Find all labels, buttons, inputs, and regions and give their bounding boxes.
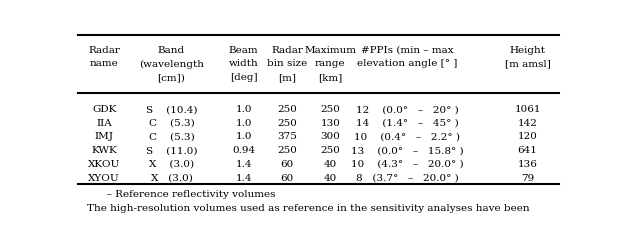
- Text: 250: 250: [277, 105, 297, 114]
- Text: 40: 40: [324, 173, 337, 182]
- Text: 120: 120: [518, 132, 538, 141]
- Text: C    (5.3): C (5.3): [148, 119, 194, 128]
- Text: 641: 641: [518, 146, 538, 155]
- Text: KWK: KWK: [91, 146, 117, 155]
- Text: 1.0: 1.0: [235, 105, 252, 114]
- Text: 130: 130: [320, 119, 340, 128]
- Text: The high-resolution volumes used as reference in the sensitivity analyses have b: The high-resolution volumes used as refe…: [87, 204, 530, 213]
- Text: – Reference reflectivity volumes: – Reference reflectivity volumes: [97, 191, 275, 200]
- Text: 60: 60: [280, 173, 294, 182]
- Text: S    (10.4): S (10.4): [146, 105, 197, 114]
- Text: [cm]): [cm]): [158, 73, 186, 82]
- Text: 136: 136: [518, 160, 538, 169]
- Text: 1.0: 1.0: [235, 119, 252, 128]
- Text: width: width: [229, 59, 258, 68]
- Text: [deg]: [deg]: [230, 73, 258, 82]
- Text: C    (5.3): C (5.3): [148, 132, 194, 141]
- Text: #PPIs (min – max: #PPIs (min – max: [361, 46, 453, 55]
- Text: 13    (0.0°   –   15.8° ): 13 (0.0° – 15.8° ): [351, 146, 464, 155]
- Text: [m amsl]: [m amsl]: [505, 59, 551, 68]
- Text: 40: 40: [324, 160, 337, 169]
- Text: [km]: [km]: [318, 73, 342, 82]
- Text: elevation angle [° ]: elevation angle [° ]: [357, 59, 458, 68]
- Text: 14    (1.4°   –   45° ): 14 (1.4° – 45° ): [356, 119, 459, 128]
- Text: 0.94: 0.94: [232, 146, 255, 155]
- Text: 250: 250: [277, 146, 297, 155]
- Text: 375: 375: [277, 132, 297, 141]
- Text: name: name: [89, 59, 119, 68]
- Text: 8   (3.7°   –   20.0° ): 8 (3.7° – 20.0° ): [356, 173, 459, 182]
- Text: Maximum: Maximum: [304, 46, 356, 55]
- Text: 142: 142: [518, 119, 538, 128]
- Text: Radar: Radar: [271, 46, 303, 55]
- Text: XKOU: XKOU: [88, 160, 120, 169]
- Text: X    (3.0): X (3.0): [149, 160, 194, 169]
- Text: 10    (0.4°   –   2.2° ): 10 (0.4° – 2.2° ): [355, 132, 460, 141]
- Text: 1.0: 1.0: [235, 132, 252, 141]
- Text: bin size: bin size: [267, 59, 307, 68]
- Text: (wavelength: (wavelength: [139, 59, 204, 68]
- Text: GDK: GDK: [92, 105, 116, 114]
- Text: XYOU: XYOU: [88, 173, 120, 182]
- Text: 1.4: 1.4: [235, 173, 252, 182]
- Text: 79: 79: [521, 173, 534, 182]
- Text: 10    (4.3°   –   20.0° ): 10 (4.3° – 20.0° ): [351, 160, 464, 169]
- Text: Radar: Radar: [88, 46, 120, 55]
- Text: 250: 250: [277, 119, 297, 128]
- Text: 1061: 1061: [514, 105, 541, 114]
- Text: 250: 250: [320, 146, 340, 155]
- Text: 300: 300: [320, 132, 340, 141]
- Text: IIA: IIA: [96, 119, 112, 128]
- Text: X   (3.0): X (3.0): [150, 173, 193, 182]
- Text: S    (11.0): S (11.0): [146, 146, 197, 155]
- Text: Beam: Beam: [229, 46, 258, 55]
- Text: 250: 250: [320, 105, 340, 114]
- Text: 60: 60: [280, 160, 294, 169]
- Text: 1.4: 1.4: [235, 160, 252, 169]
- Text: IMJ: IMJ: [94, 132, 114, 141]
- Text: range: range: [315, 59, 346, 68]
- Text: Band: Band: [158, 46, 185, 55]
- Text: Height: Height: [510, 46, 546, 55]
- Text: [m]: [m]: [278, 73, 296, 82]
- Text: 12    (0.0°   –   20° ): 12 (0.0° – 20° ): [356, 105, 459, 114]
